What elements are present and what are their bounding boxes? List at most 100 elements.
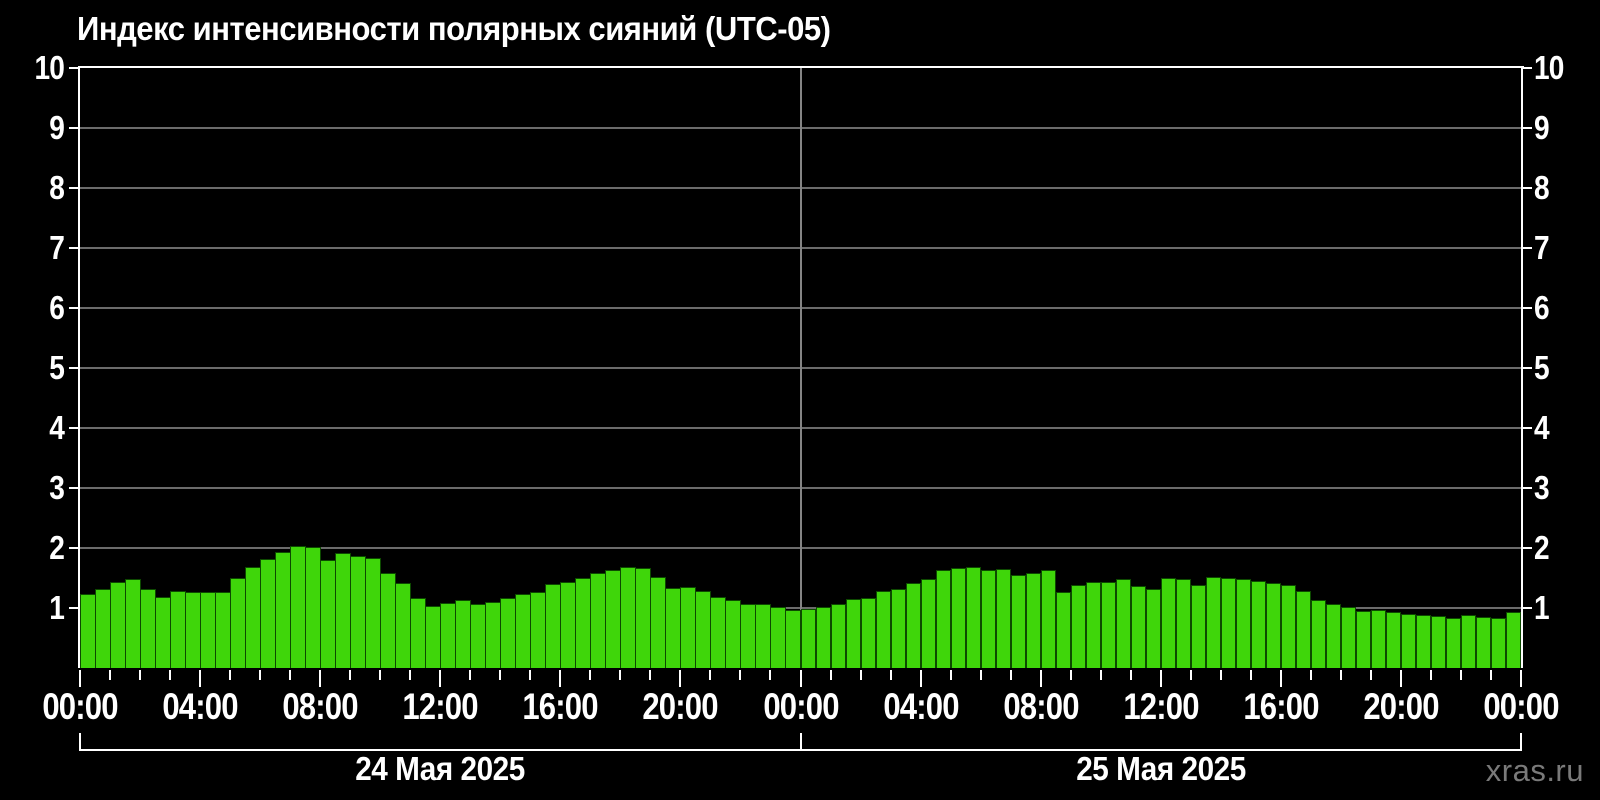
bar [785,610,801,668]
x-tick-minor [229,670,232,680]
x-tick-major [199,670,202,687]
bar [215,592,231,668]
y-tick-left [69,247,78,249]
y-tick-label-right: 8 [1534,169,1550,206]
x-tick-major [1159,670,1162,687]
x-tick-label: 00:00 [42,686,118,727]
bar [95,589,111,668]
bar [80,594,96,668]
bar [1025,573,1042,668]
x-tick-minor [469,670,472,680]
y-tick-label-right: 4 [1534,409,1550,446]
chart-title: Индекс интенсивности полярных сияний (UT… [77,10,831,47]
x-tick-major [319,670,322,687]
y-tick-right [1523,487,1532,489]
bar [1430,616,1447,668]
bar [680,587,696,668]
bar [320,560,336,668]
y-tick-label-right: 5 [1534,349,1550,386]
x-tick-label: 04:00 [882,686,959,727]
x-tick-minor [349,670,352,680]
bar [275,552,291,668]
bar [815,607,831,668]
bar [1460,615,1477,668]
bar [950,568,967,668]
y-tick-label-left: 2 [49,529,65,566]
bar [1175,579,1192,668]
x-tick-label: 04:00 [162,686,238,727]
bar [800,609,816,668]
bar [455,600,471,668]
bar [1250,581,1267,668]
bracket-stub [79,733,81,751]
bar [1085,582,1102,668]
y-tick-right [1523,547,1532,549]
y-tick-left [69,487,78,489]
y-tick-label-left: 3 [49,469,65,506]
y-tick-label-right: 10 [1534,49,1564,86]
y-tick-label-left: 1 [49,589,65,626]
bar [1055,592,1072,668]
x-tick-label: 12:00 [1123,686,1199,727]
x-tick-minor [1369,670,1372,680]
bar [890,589,907,668]
y-tick-label-left: 5 [49,349,65,386]
x-tick-minor [1219,670,1222,680]
x-tick-minor [739,670,742,680]
bar [1310,600,1327,668]
bar [350,556,366,668]
bar [710,597,726,668]
bar [560,582,576,668]
y-tick-label-left: 4 [49,409,65,446]
y-tick-label-right: 2 [1534,529,1550,566]
x-tick-minor [889,670,892,680]
y-tick-right [1523,247,1532,249]
bar [650,577,666,668]
y-tick-right [1523,367,1532,369]
bar [1115,579,1132,668]
x-tick-label: 08:00 [282,686,359,727]
x-tick-minor [379,670,382,680]
bar [1370,610,1387,668]
bracket-stub [1520,733,1522,751]
x-tick-label: 00:00 [1483,686,1559,727]
x-tick-major [799,670,802,687]
x-tick-minor [259,670,262,680]
bar [440,603,456,668]
x-tick-minor [169,670,172,680]
bar [695,591,711,668]
x-tick-major [919,670,922,687]
bar [305,547,321,668]
bar [185,592,201,668]
bar [470,604,486,668]
axis-left-line [78,66,80,668]
x-tick-minor [979,670,982,680]
axis-top-line [78,66,1524,68]
midnight-separator-line [799,68,802,668]
bar [980,570,997,668]
bar [245,567,261,668]
y-tick-left [69,607,78,609]
x-tick-label: 16:00 [522,686,599,727]
bar [1445,618,1462,668]
y-tick-label-right: 6 [1534,289,1550,326]
bar [845,599,862,668]
bar [905,583,922,668]
y-tick-label-right: 9 [1534,109,1550,146]
y-tick-right [1523,127,1532,129]
bar [110,582,126,668]
bar [1400,614,1417,668]
bar [1040,570,1057,668]
bar [725,600,741,668]
bar [1070,585,1087,668]
x-tick-minor [859,670,862,680]
y-tick-left [69,187,78,189]
x-tick-minor [1309,670,1312,680]
x-tick-major [79,670,81,687]
x-tick-major [439,670,442,687]
x-tick-minor [1339,670,1342,680]
bar [335,553,351,668]
x-tick-minor [949,670,952,680]
x-tick-label: 00:00 [762,686,839,727]
